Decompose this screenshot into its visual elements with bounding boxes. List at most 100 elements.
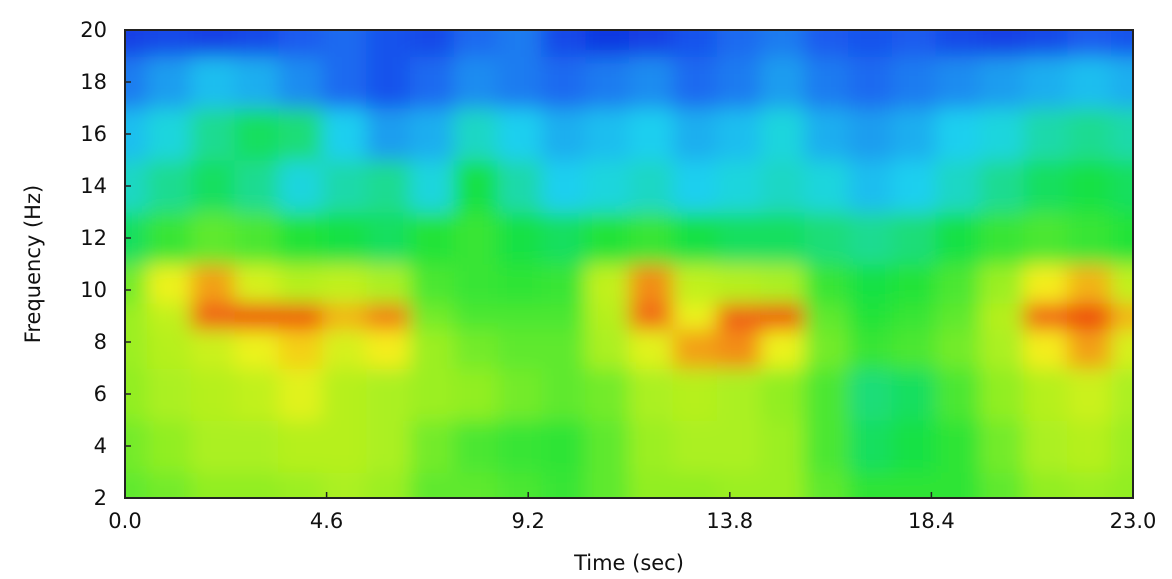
- heatmap-cell: [541, 212, 586, 265]
- heatmap-cell: [453, 30, 499, 57]
- heatmap-cell: [629, 30, 674, 57]
- heatmap-cell: [366, 472, 411, 498]
- y-tick-label: 16: [80, 122, 107, 146]
- heatmap-cell: [541, 303, 586, 330]
- heatmap-cell: [979, 56, 1025, 109]
- heatmap-cell: [1111, 264, 1133, 304]
- heatmap-cell: [979, 212, 1025, 265]
- heatmap-cell: [125, 56, 148, 109]
- y-tick-label: 10: [80, 278, 107, 302]
- heatmap-cell: [409, 160, 455, 213]
- heatmap-cell: [125, 212, 148, 265]
- heatmap-cell: [716, 368, 762, 421]
- heatmap-cell: [322, 264, 367, 304]
- heatmap-cell: [366, 56, 411, 109]
- heatmap-cell: [278, 303, 323, 330]
- heatmap-cell: [278, 329, 323, 369]
- heatmap-cell: [146, 329, 192, 369]
- heatmap-cell: [672, 212, 718, 265]
- x-tick-label: 13.8: [706, 509, 753, 533]
- heatmap-cell: [278, 368, 323, 421]
- heatmap-cell: [804, 160, 849, 213]
- heatmap-cell: [234, 368, 279, 421]
- heatmap-cell: [497, 56, 542, 109]
- heatmap-cell: [804, 56, 849, 109]
- heatmap-cell: [125, 160, 148, 213]
- heatmap-cell: [760, 56, 805, 109]
- heatmap-cell: [1111, 368, 1133, 421]
- x-axis: 0.0 4.6 9.2 13.8 18.4 23.0: [108, 492, 1156, 533]
- y-tick-label: 20: [80, 18, 107, 42]
- heatmap-cell: [760, 368, 805, 421]
- heatmap-cell: [146, 212, 192, 265]
- y-axis: 2 4 6 8 10 12 14 16 18 20: [80, 18, 131, 510]
- heatmap-cell: [366, 303, 411, 330]
- heatmap-cell: [453, 472, 499, 498]
- heatmap-cell: [278, 30, 323, 57]
- heatmap-cell: [585, 212, 630, 265]
- heatmap-cell: [1023, 108, 1068, 161]
- heatmap-cell: [278, 472, 323, 498]
- heatmap-cell: [1067, 56, 1112, 109]
- heatmap-cell: [672, 303, 718, 330]
- heatmap-cell: [629, 56, 674, 109]
- heatmap-cell: [409, 368, 455, 421]
- heatmap-cell: [585, 472, 630, 498]
- x-tick-label: 9.2: [511, 509, 544, 533]
- heatmap-cell: [804, 420, 849, 473]
- heatmap-cell: [716, 108, 762, 161]
- heatmap-cell: [453, 108, 499, 161]
- heatmap-cell: [979, 472, 1025, 498]
- heatmap-cell: [848, 212, 893, 265]
- heatmap-cell: [278, 56, 323, 109]
- y-tick-label: 14: [80, 174, 107, 198]
- heatmap-cell: [804, 212, 849, 265]
- heatmap-cell: [979, 368, 1025, 421]
- heatmap-cell: [891, 56, 937, 109]
- heatmap-cell: [804, 329, 849, 369]
- heatmap-cell: [146, 368, 192, 421]
- heatmap-cell: [585, 56, 630, 109]
- heatmap-cell: [1067, 303, 1112, 330]
- heatmap-cell: [804, 368, 849, 421]
- heatmap-cell: [453, 56, 499, 109]
- heatmap-cell: [848, 329, 893, 369]
- heatmap-cell: [848, 30, 893, 57]
- heatmap-cell: [760, 30, 805, 57]
- heatmap-cell: [234, 160, 279, 213]
- heatmap-cell: [1111, 56, 1133, 109]
- heatmap-cell: [760, 160, 805, 213]
- heatmap-cell: [1023, 472, 1068, 498]
- heatmap-cell: [322, 303, 367, 330]
- heatmap-cell: [190, 472, 236, 498]
- plot-area: [125, 30, 1133, 498]
- heatmap-cell: [234, 56, 279, 109]
- y-tick-label: 4: [94, 434, 107, 458]
- heatmap-cell: [979, 160, 1025, 213]
- heatmap-cell: [1111, 108, 1133, 161]
- heatmap-cell: [672, 368, 718, 421]
- heatmap-cell: [1111, 472, 1133, 498]
- heatmap-cell: [716, 329, 762, 369]
- heatmap-cell: [234, 420, 279, 473]
- heatmap-cell: [891, 212, 937, 265]
- heatmap-cell: [1067, 212, 1112, 265]
- heatmap-cell: [190, 368, 236, 421]
- heatmap-cell: [497, 368, 542, 421]
- heatmap-cell: [322, 420, 367, 473]
- heatmap-cell: [1023, 56, 1068, 109]
- heatmap-cell: [234, 212, 279, 265]
- heatmap-cell: [979, 303, 1025, 330]
- heatmap-cell: [190, 160, 236, 213]
- heatmap-cell: [190, 329, 236, 369]
- heatmap-cell: [125, 30, 148, 57]
- heatmap-cell: [366, 329, 411, 369]
- heatmap-cell: [629, 264, 674, 304]
- heatmap-cell: [672, 56, 718, 109]
- heatmap-cell: [146, 56, 192, 109]
- heatmap-cell: [453, 212, 499, 265]
- heatmap-cell: [366, 368, 411, 421]
- y-tick-label: 2: [94, 486, 107, 510]
- heatmap-cell: [366, 420, 411, 473]
